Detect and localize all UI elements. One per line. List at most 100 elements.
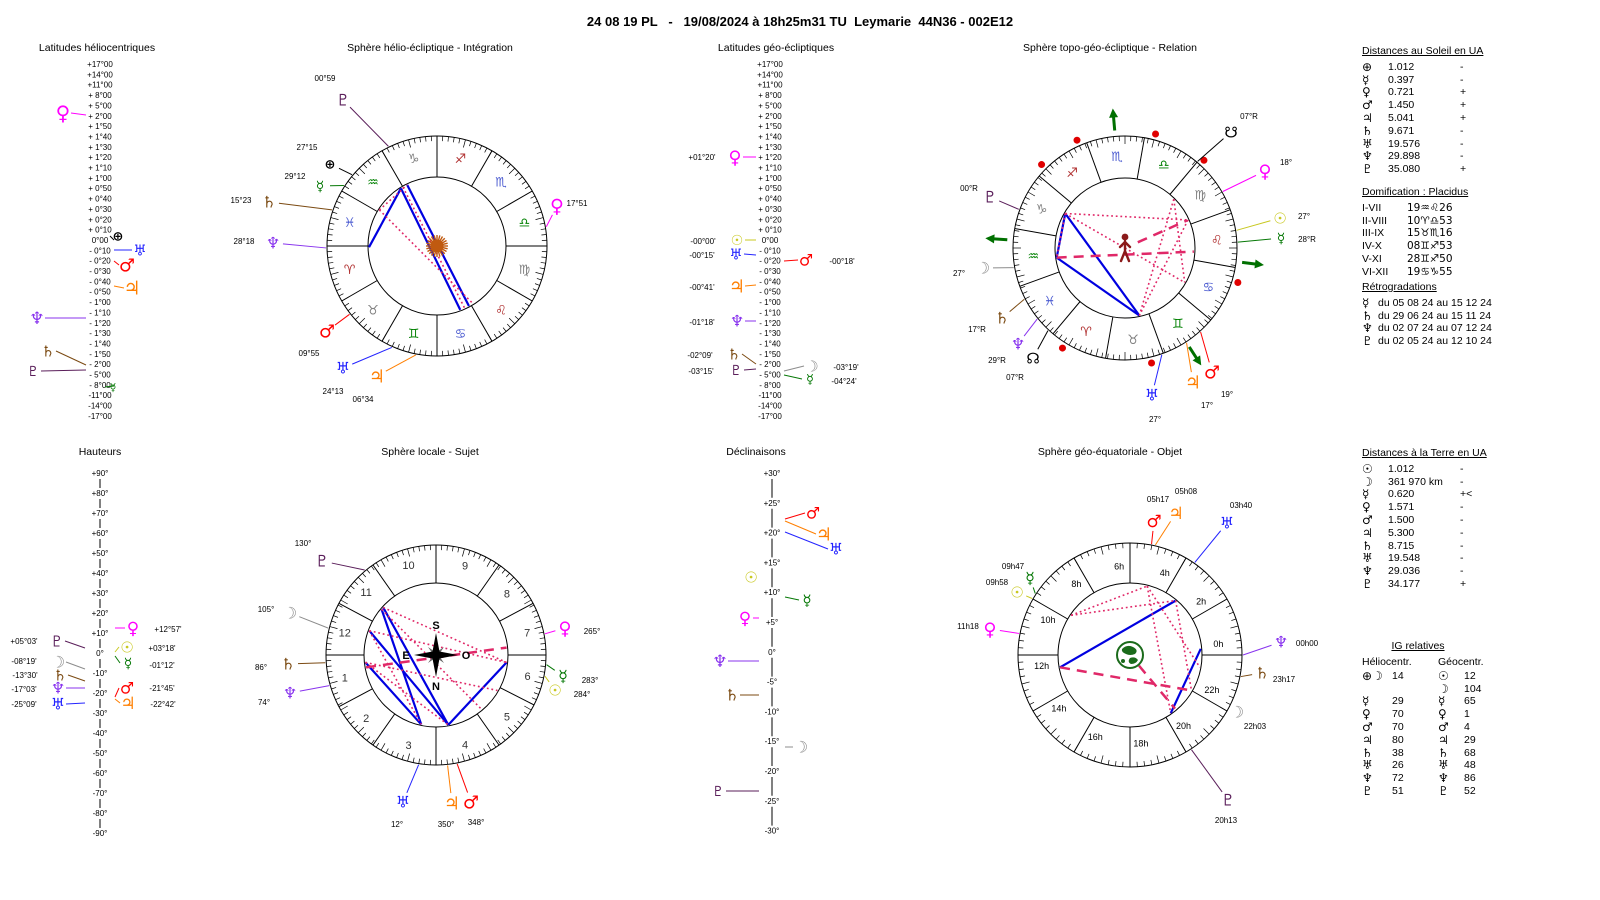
saturn-glyph: ♄ (995, 309, 1009, 328)
planet-glyph: ♇ (1362, 576, 1373, 591)
house-number-12: 12 (339, 627, 351, 639)
tick-label: - 1°30 (89, 329, 111, 338)
uranus-glyph: ♅ (1145, 386, 1159, 405)
compass-west: O (462, 650, 471, 662)
direction-arrow-icon (1254, 259, 1264, 269)
jupiter-glyph: ♃ (369, 366, 385, 387)
tick-label: -14°00 (88, 402, 112, 411)
jupiter-glyph: ♃ (816, 524, 832, 545)
tick-label: -30° (765, 827, 780, 836)
planet-glyph: ♀ (1362, 500, 1371, 515)
mars-glyph: ♂ (799, 251, 813, 270)
tick-label: - 8°00 (759, 381, 781, 390)
planet-glyph: ☿ (1362, 694, 1370, 709)
hour-label-12h: 12h (1034, 661, 1049, 671)
table-row: ♀ 0.721 + (1362, 86, 1483, 99)
moon-position-label: 27° (953, 269, 965, 278)
tick-label: + 1°10 (88, 164, 112, 173)
table-cell: IV-X (1362, 240, 1382, 253)
table-cell: 48 (1464, 759, 1476, 772)
compass-north: N (432, 681, 440, 693)
jupiter-glyph: ♃ (444, 793, 460, 814)
jupiter-glyph: ♃ (1185, 372, 1201, 393)
table-cell: VI-XII (1362, 265, 1389, 278)
venus-position-label: 11h18 (957, 622, 979, 631)
person-icon (1118, 233, 1132, 263)
table-cell: du 02 05 24 au 12 10 24 (1378, 335, 1492, 348)
planet-glyph: ♄ (1362, 308, 1373, 323)
node_n-position-label: 07°R (1006, 373, 1024, 382)
tick-label: + 0°50 (758, 184, 782, 193)
house-number-11: 11 (360, 587, 371, 599)
uranus-glyph: ♅ (396, 793, 410, 812)
neptune-glyph: ♆ (1011, 335, 1025, 354)
table-row: ♄ 38 ♄ 68 (1362, 746, 1500, 760)
pluto-glyph: ♇ (983, 188, 997, 207)
table-distances-terre-header: Distances à la Terre en UA (1362, 447, 1487, 459)
saturn-glyph: ♄ (281, 655, 295, 674)
table-row: ☿ 0.397 - (1362, 73, 1483, 87)
hour-label-10h: 10h (1041, 615, 1056, 625)
moon-glyph: ☽ (51, 653, 65, 672)
venus-glyph: ♀ (127, 619, 139, 639)
tick-label: +5° (766, 618, 778, 627)
uranus-glyph: ♅ (133, 241, 146, 259)
venus-position-label: 265° (584, 627, 601, 636)
hour-label-8h: 8h (1071, 579, 1081, 589)
tick-label: + 1°40 (88, 132, 112, 141)
tick-label: -50° (93, 749, 108, 758)
hour-label-2h: 2h (1196, 596, 1206, 606)
tick-label: - 2°00 (89, 360, 111, 369)
table-row: ♇ 34.177 + (1362, 578, 1487, 591)
tick-label: -17°00 (758, 412, 782, 421)
panel-title-6: Déclinaisons (726, 446, 786, 458)
pluto-glyph: ♇ (27, 364, 40, 380)
tick-label: + 0°40 (88, 195, 112, 204)
uranus-glyph: ♅ (729, 245, 742, 263)
table-cell: 19♋♑55 (1407, 265, 1453, 278)
moon-position-label: 22h03 (1244, 722, 1267, 731)
table-row: I-VII 19♒♌26 (1362, 202, 1487, 215)
uranus-position-label: 12° (391, 820, 403, 829)
tick-label: - 1°20 (759, 319, 781, 328)
tick-label: - 1°30 (759, 329, 781, 338)
table-cell: 0.721 (1388, 86, 1415, 99)
tick-label: + 0°20 (758, 215, 782, 224)
saturn-value-label: -02°09' (687, 351, 713, 360)
sun-glyph: ☉ (1010, 583, 1023, 601)
tick-label: -20° (765, 767, 780, 776)
house-number-7: 7 (524, 627, 530, 639)
table-cell: 1.571 (1388, 501, 1415, 514)
tick-label: - 2°00 (759, 360, 781, 369)
table-row: ♅ 26 ♅ 48 (1362, 759, 1500, 772)
tick-label: - 0°10 (759, 246, 781, 255)
hour-label-16h: 16h (1088, 732, 1103, 742)
cusp-dot (1200, 156, 1208, 164)
table-cell: 1.012 (1388, 60, 1415, 73)
tick-label: - 0°20 (759, 257, 781, 266)
zodiac-sign-9: ♑ (408, 152, 420, 167)
tick-label: -11°00 (758, 391, 782, 400)
zodiac-sign-10: ♒ (367, 176, 379, 191)
tick-label: +17°00 (757, 60, 783, 69)
zodiac-sign-4: ♌ (1211, 233, 1223, 248)
mars-glyph: ♂ (120, 679, 134, 698)
planet-glyph: ☿ (1362, 487, 1370, 502)
table-cell: 19.576 (1388, 137, 1421, 150)
tick-label: + 2°00 (88, 112, 112, 121)
table-row: ☽ 104 (1362, 682, 1500, 696)
moon-glyph: ☽ (976, 259, 990, 278)
tick-label: +11°00 (757, 81, 783, 90)
tick-label: - 8°00 (89, 381, 111, 390)
tick-label: - 1°20 (89, 319, 111, 328)
tick-label: + 0°50 (88, 184, 112, 193)
zodiac-sign-5: ♍ (1195, 189, 1207, 204)
zodiac-sign-6: ♎ (519, 216, 531, 231)
moon-value-label: -03°19' (833, 363, 859, 372)
saturn-position-label: 17°R (968, 325, 986, 334)
tick-label: -90° (93, 829, 108, 838)
planet-glyph: ♄ (1362, 123, 1373, 138)
tick-label: -17°00 (88, 412, 112, 421)
tick-label: +14°00 (87, 70, 113, 79)
